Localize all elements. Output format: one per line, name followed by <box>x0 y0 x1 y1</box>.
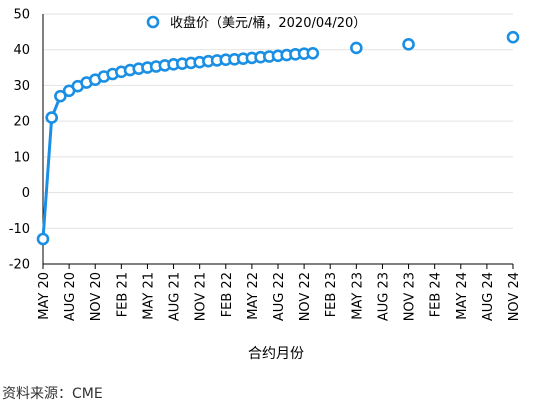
x-tick-label: MAY 24 <box>455 272 470 320</box>
data-point <box>402 38 415 51</box>
legend-marker <box>146 15 160 29</box>
series <box>36 30 520 246</box>
data-point <box>45 111 59 124</box>
x-tick-label: MAY 21 <box>141 272 156 320</box>
x-tick-label: AUG 22 <box>272 272 287 321</box>
data-point <box>506 30 520 44</box>
y-tick-label: 20 <box>13 115 30 130</box>
x-axis-title: 合约月份 <box>248 346 304 362</box>
x-tick-label: MAY 23 <box>350 272 365 320</box>
x-tick-label: MAY 20 <box>37 272 52 320</box>
gridlines <box>43 13 513 265</box>
x-tick-label: NOV 21 <box>194 272 209 321</box>
data-point <box>306 46 320 60</box>
x-tick-label: AUG 21 <box>168 272 183 321</box>
x-tick-label: NOV 24 <box>507 272 522 321</box>
x-tick-label: AUG 24 <box>481 272 496 321</box>
x-tick-label: NOV 22 <box>298 272 313 321</box>
y-tick-label: 10 <box>13 150 30 165</box>
data-point <box>54 89 67 103</box>
x-tick-label: NOV 20 <box>89 272 104 321</box>
legend-label: 收盘价（美元/桶，2020/04/20） <box>170 15 366 31</box>
x-tick-label: AUG 20 <box>63 272 78 321</box>
x-tick-labels: MAY 20 AUG 20 NOV 20 FEB 21 MAY 21 AUG 21 NOV … <box>37 272 522 321</box>
x-tick-label: MAY 22 <box>246 272 261 320</box>
data-point <box>36 232 50 246</box>
x-tick-label: NOV 23 <box>403 272 418 321</box>
x-tick-label: FEB 24 <box>429 272 444 317</box>
x-tick-label: FEB 22 <box>220 272 235 317</box>
x-tick-label: FEB 23 <box>324 272 339 317</box>
legend: 收盘价（美元/桶，2020/04/20） <box>146 15 366 31</box>
y-tick-label: -20 <box>9 258 30 273</box>
x-tick-label: FEB 21 <box>115 272 130 317</box>
y-tick-label: 0 <box>22 186 30 201</box>
y-tick-label: -10 <box>9 222 30 237</box>
y-tick-label: 30 <box>13 79 30 94</box>
y-tick-label: 50 <box>13 8 30 23</box>
y-tick-labels: 50 40 30 20 10 0 -10 -20 <box>9 8 30 273</box>
data-point <box>350 41 363 55</box>
source-note: 资料来源：CME <box>2 386 103 402</box>
x-tick-label: AUG 23 <box>376 272 391 321</box>
y-tick-label: 40 <box>13 43 30 58</box>
